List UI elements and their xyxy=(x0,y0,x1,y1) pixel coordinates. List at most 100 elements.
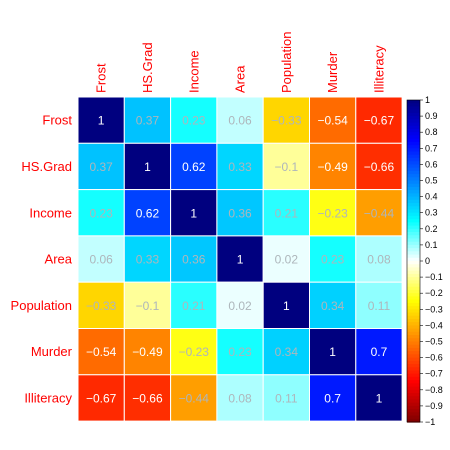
legend-gradient-band xyxy=(407,148,420,153)
legend-gradient-band xyxy=(407,270,420,275)
legend-gradient-band xyxy=(407,225,420,230)
heatmap-cell xyxy=(262,328,311,376)
cell-value-label: 1 xyxy=(329,345,336,359)
legend-gradient-band xyxy=(407,412,420,417)
heatmap-cell xyxy=(309,374,357,422)
heatmap-cell xyxy=(355,328,403,376)
legend-gradient-band xyxy=(407,389,420,394)
legend-gradient-band xyxy=(407,370,420,375)
legend-gradient-band xyxy=(407,215,420,220)
legend-gradient-band xyxy=(407,103,420,108)
heatmap-cell xyxy=(77,235,125,283)
legend-gradient-band xyxy=(407,338,420,343)
heatmap-cells: 1 0.37 0.23 0.06 −0.33 −0.54 −0.67 0.37 1 0.62 0.3… xyxy=(77,96,403,422)
cell-value-label: 0.02 xyxy=(228,299,252,313)
column-label: Area xyxy=(233,65,248,93)
legend-tick-label: 0.6 xyxy=(425,159,438,169)
row-label: Area xyxy=(45,252,73,267)
legend-gradient-band xyxy=(407,328,420,333)
legend-gradient-band xyxy=(407,402,420,407)
legend-gradient-band xyxy=(407,296,420,301)
heatmap-cell xyxy=(355,142,403,191)
heatmap-cell xyxy=(170,281,218,330)
cell-value-label: −0.1 xyxy=(274,160,298,174)
legend-gradient-band xyxy=(407,302,420,307)
legend-tick-label: −0.6 xyxy=(425,353,443,363)
heatmap-cell xyxy=(123,96,172,144)
cell-value-label: 0.62 xyxy=(182,160,206,174)
heatmap-cell xyxy=(77,281,125,330)
heatmap-cell xyxy=(355,235,403,283)
legend-gradient-band xyxy=(407,380,420,384)
legend-gradient-band xyxy=(407,222,420,227)
legend-gradient-band xyxy=(407,273,420,278)
legend-gradient-band xyxy=(407,177,420,182)
cell-value-label: 0.21 xyxy=(275,206,299,220)
legend-gradient-band xyxy=(407,241,420,246)
column-label: Frost xyxy=(94,63,109,93)
legend-gradient-band xyxy=(407,299,420,304)
cell-value-label: 0.11 xyxy=(368,299,391,313)
legend-gradient-band xyxy=(407,405,420,410)
legend-gradient-band xyxy=(407,386,420,391)
legend-gradient-band xyxy=(407,199,420,204)
row-label: Illiteracy xyxy=(24,390,72,405)
legend-tick-label: −0.1 xyxy=(425,272,443,282)
heatmap-cell xyxy=(216,374,264,422)
legend-gradient-band xyxy=(407,235,420,240)
column-labels: Frost HS.Grad Income Area Population Murder Il… xyxy=(94,32,387,93)
legend-gradient-band xyxy=(407,409,420,413)
heatmap-cell xyxy=(123,235,172,283)
legend-tick-label: 0.9 xyxy=(425,111,438,121)
legend-gradient-band xyxy=(407,399,420,404)
cell-value-label: −0.49 xyxy=(132,345,163,359)
legend-tick-label: 0.8 xyxy=(425,127,438,137)
legend-gradient-band xyxy=(407,306,420,310)
legend-gradient-band xyxy=(407,335,420,339)
legend-gradient-band xyxy=(407,244,420,249)
legend-gradient-band xyxy=(407,183,420,188)
legend-gradient-band xyxy=(407,351,420,355)
cell-value-label: −0.44 xyxy=(364,206,395,220)
legend-gradient-band xyxy=(407,315,420,320)
heatmap-cell xyxy=(170,189,218,237)
cell-value-label: 0.33 xyxy=(136,253,160,267)
cell-value-label: 0.34 xyxy=(275,345,299,359)
legend-gradient-band xyxy=(407,364,420,368)
cell-value-label: −0.67 xyxy=(86,391,117,405)
row-label: Income xyxy=(29,205,72,220)
legend-gradient-band xyxy=(407,203,420,207)
legend-gradient-band xyxy=(407,174,420,178)
legend-gradient-band xyxy=(407,135,420,140)
legend-gradient-band xyxy=(407,161,420,165)
legend-gradient-band xyxy=(407,418,420,423)
legend-gradient-band xyxy=(407,170,420,175)
column-label: Murder xyxy=(325,51,340,93)
row-label: Murder xyxy=(31,344,73,359)
legend-gradient-band xyxy=(407,109,420,114)
heatmap-cell xyxy=(262,189,311,237)
heatmap-cell xyxy=(123,328,172,376)
legend-gradient-band xyxy=(407,186,420,191)
row-label: Population xyxy=(11,298,72,313)
heatmap-cell xyxy=(262,374,311,422)
heatmap-cell xyxy=(170,96,218,144)
legend-gradient-band xyxy=(407,373,420,378)
heatmap-cell xyxy=(216,189,264,237)
legend-gradient-band xyxy=(407,318,420,323)
heatmap-cell xyxy=(309,235,357,283)
column-label: Illiteracy xyxy=(371,45,386,93)
cell-value-label: 0.23 xyxy=(89,206,113,220)
cell-value-label: 0.06 xyxy=(89,253,113,267)
legend-gradient-band xyxy=(407,232,420,236)
legend-tick-label: −0.8 xyxy=(425,385,443,395)
cell-value-label: 0.11 xyxy=(275,391,298,405)
legend-gradient-band xyxy=(407,360,420,365)
cell-value-label: −0.1 xyxy=(136,299,160,313)
cell-value-label: 0.37 xyxy=(136,114,160,128)
cell-value-label: 0.33 xyxy=(228,160,252,174)
legend-gradient-band xyxy=(407,128,420,133)
legend-gradient-band xyxy=(407,367,420,372)
legend-gradient-band xyxy=(407,228,420,233)
cell-value-label: 0.06 xyxy=(228,114,252,128)
